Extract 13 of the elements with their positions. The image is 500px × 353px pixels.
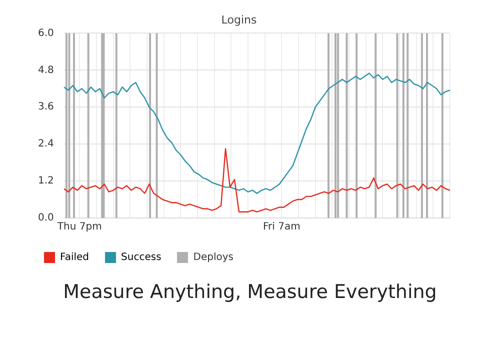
y-tick-label: 3.6 <box>38 102 54 113</box>
legend-label: Deploys <box>193 252 234 264</box>
y-tick-label: 6.0 <box>38 28 54 39</box>
x-tick-label: Fri 7am <box>262 222 300 233</box>
y-tick-label: 2.4 <box>38 138 54 150</box>
y-tick-label: 1.2 <box>38 176 54 187</box>
legend-label: Success <box>121 252 162 264</box>
y-tick-label: 4.8 <box>38 64 54 76</box>
x-tick-label: Thu 7pm <box>56 222 102 233</box>
y-tick-label: 0.0 <box>38 212 54 224</box>
chart-title: Logins <box>221 13 257 26</box>
legend-label: Failed <box>60 252 90 264</box>
text: Measure Anything, Measure Everything <box>62 281 438 303</box>
